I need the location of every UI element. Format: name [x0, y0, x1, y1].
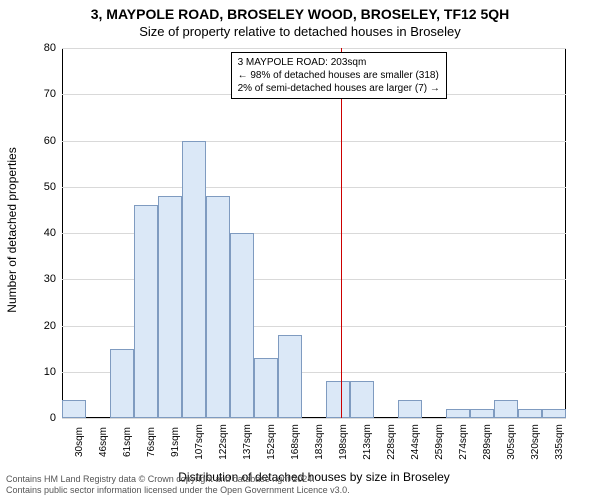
x-tick-label: 137sqm	[242, 424, 253, 460]
histogram-bar	[278, 335, 302, 418]
y-tick-label: 80	[44, 42, 56, 54]
histogram-bar	[230, 233, 254, 418]
y-tick-label: 20	[44, 320, 56, 332]
page-title: 3, MAYPOLE ROAD, BROSELEY WOOD, BROSELEY…	[0, 0, 600, 22]
x-tick-label: 289sqm	[482, 424, 493, 460]
x-tick-label: 183sqm	[314, 424, 325, 460]
annotation-line: 3 MAYPOLE ROAD: 203sqm	[238, 56, 440, 69]
footer-attribution: Contains HM Land Registry data © Crown c…	[6, 474, 350, 496]
x-tick-label: 213sqm	[362, 424, 373, 460]
histogram-bar	[350, 381, 374, 418]
y-tick-label: 40	[44, 227, 56, 239]
histogram-bar	[206, 196, 230, 418]
footer-line-2: Contains public sector information licen…	[6, 485, 350, 496]
gridline	[62, 418, 566, 419]
x-tick-label: 228sqm	[386, 424, 397, 460]
histogram-bar	[158, 196, 182, 418]
x-tick-label: 244sqm	[410, 424, 421, 460]
y-tick-label: 70	[44, 88, 56, 100]
y-tick-label: 60	[44, 135, 56, 147]
y-axis-label: Number of detached properties	[5, 147, 19, 312]
annotation-box: 3 MAYPOLE ROAD: 203sqm← 98% of detached …	[231, 52, 447, 99]
x-tick-label: 305sqm	[506, 424, 517, 460]
y-tick-label: 10	[44, 366, 56, 378]
gridline	[62, 187, 566, 188]
histogram-bar	[398, 400, 422, 419]
histogram-bar	[134, 205, 158, 418]
x-tick-label: 61sqm	[122, 427, 133, 457]
histogram-bar	[110, 349, 134, 418]
footer-line-1: Contains HM Land Registry data © Crown c…	[6, 474, 350, 485]
x-tick-label: 91sqm	[170, 427, 181, 457]
annotation-line: 2% of semi-detached houses are larger (7…	[238, 82, 440, 95]
y-tick-label: 30	[44, 273, 56, 285]
histogram-bar	[446, 409, 470, 418]
x-tick-label: 46sqm	[98, 427, 109, 457]
histogram-bar	[470, 409, 494, 418]
histogram-bar	[494, 400, 518, 419]
x-tick-label: 198sqm	[338, 424, 349, 460]
x-tick-label: 30sqm	[74, 427, 85, 457]
x-tick-label: 259sqm	[434, 424, 445, 460]
y-tick-label: 0	[50, 412, 56, 424]
page-subtitle: Size of property relative to detached ho…	[0, 22, 600, 39]
x-tick-label: 107sqm	[194, 424, 205, 460]
histogram-bar	[62, 400, 86, 419]
x-tick-label: 320sqm	[530, 424, 541, 460]
histogram-bar	[326, 381, 350, 418]
chart-area: 0102030405060708030sqm46sqm61sqm76sqm91s…	[62, 48, 566, 418]
y-tick-label: 50	[44, 181, 56, 193]
x-tick-label: 335sqm	[554, 424, 565, 460]
histogram-bar	[254, 358, 278, 418]
annotation-line: ← 98% of detached houses are smaller (31…	[238, 69, 440, 82]
histogram-bar	[542, 409, 566, 418]
histogram-bar	[518, 409, 542, 418]
gridline	[62, 141, 566, 142]
x-tick-label: 122sqm	[218, 424, 229, 460]
gridline	[62, 48, 566, 49]
x-tick-label: 274sqm	[458, 424, 469, 460]
x-tick-label: 168sqm	[290, 424, 301, 460]
x-tick-label: 76sqm	[146, 427, 157, 457]
x-tick-label: 152sqm	[266, 424, 277, 460]
histogram-bar	[182, 141, 206, 419]
marker-line	[341, 48, 342, 418]
